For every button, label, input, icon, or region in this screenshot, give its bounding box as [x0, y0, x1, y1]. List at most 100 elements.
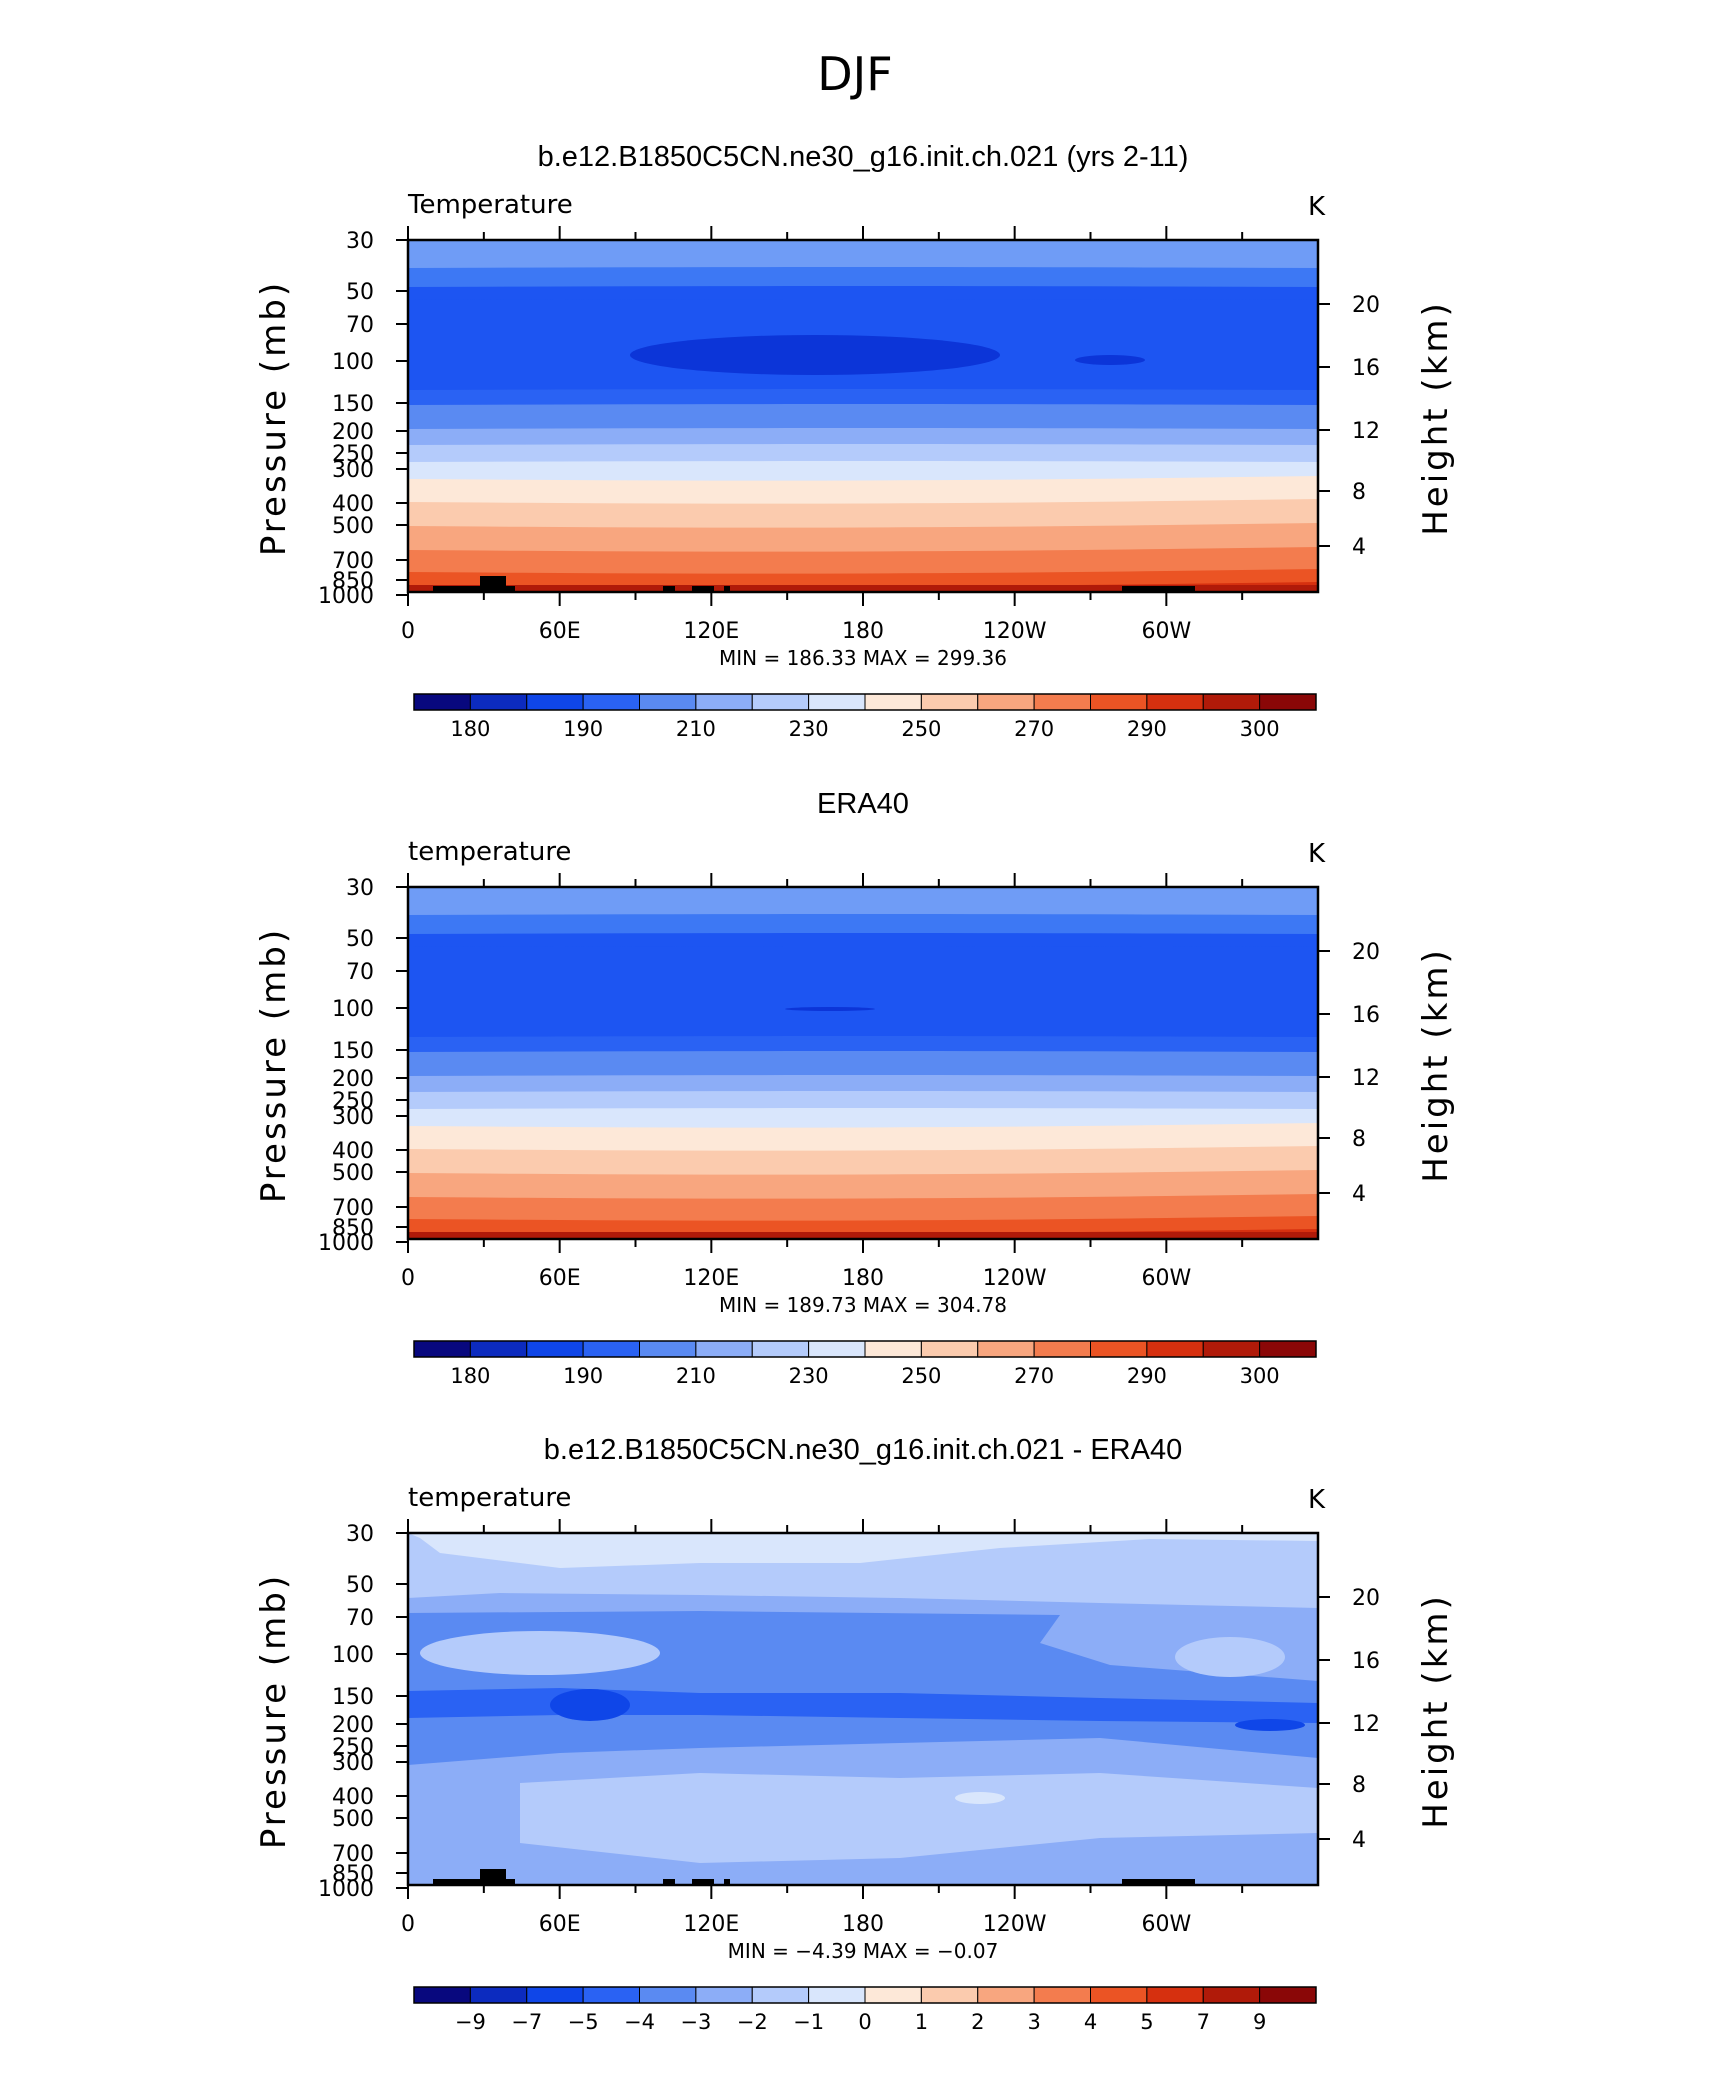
colorbar-label: 270 [1014, 717, 1054, 741]
x-tick-label: 120E [683, 1912, 739, 1937]
terrain-block [692, 1879, 714, 1885]
y-tick-label: 150 [332, 392, 374, 417]
y-tick-label: 400 [332, 1139, 374, 1164]
colorbar-swatch [526, 1340, 584, 1358]
colorbar-swatch [1090, 1986, 1148, 2004]
colorbar-label: −5 [568, 2010, 599, 2034]
minmax-label: MIN = 186.33 MAX = 299.36 [719, 646, 1007, 670]
contour-band [630, 335, 1000, 375]
y2-tick-label: 16 [1352, 1003, 1380, 1028]
y-tick-label: 300 [332, 1751, 374, 1776]
colorbar-swatch [1033, 1986, 1091, 2004]
colorbar-swatch [920, 1340, 979, 1358]
colorbar-swatch [1146, 693, 1204, 711]
x-tick-label: 180 [842, 619, 884, 644]
terrain-block [724, 1879, 730, 1885]
colorbar-swatch [695, 693, 753, 711]
colorbar-label: 190 [563, 1364, 603, 1388]
colorbar-frame [413, 1340, 1317, 1358]
colorbar-swatch [751, 1340, 810, 1358]
x-tick-label: 120W [983, 1912, 1047, 1937]
colorbar-label: 4 [1084, 2010, 1097, 2034]
colorbar-swatch [864, 1986, 922, 2004]
y2-tick-label: 20 [1352, 1586, 1380, 1611]
y2-tick-label: 20 [1352, 940, 1380, 965]
terrain-block [433, 586, 513, 592]
colorbar-swatch [1090, 693, 1148, 711]
colorbar-swatch [751, 693, 810, 711]
y-tick-label: 250 [332, 1735, 374, 1760]
colorbar-swatch [1033, 693, 1091, 711]
units-label: K [1308, 839, 1326, 869]
colorbar-swatch [977, 1340, 1035, 1358]
colorbar-label: 300 [1240, 717, 1280, 741]
terrain-block [663, 1879, 675, 1885]
page-title: DJF [817, 47, 892, 101]
contour-band [1175, 1637, 1285, 1677]
colorbar: −9 −7 −5 −4 −3 −2 −1 0 1 2 3 4 5 7 9 [413, 1986, 1317, 2034]
terrain-block [663, 586, 675, 592]
colorbar-label: −3 [680, 2010, 711, 2034]
colorbar-label: 7 [1197, 2010, 1210, 2034]
colorbar-swatch [808, 1986, 866, 2004]
contour-band [550, 1689, 630, 1721]
colorbar-label: 250 [901, 1364, 941, 1388]
y-axis-label: Pressure (mb) [254, 927, 294, 1203]
y2-tick-label: 16 [1352, 356, 1380, 381]
y2-tick-label: 4 [1352, 535, 1366, 560]
x-tick-label: 60E [539, 1266, 581, 1291]
colorbar-swatch [469, 693, 528, 711]
colorbar-swatch [582, 1986, 640, 2004]
colorbar-swatch [808, 693, 866, 711]
colorbar-swatch [1202, 1986, 1261, 2004]
y-tick-label: 200 [332, 1067, 374, 1092]
contour-band [408, 1688, 1318, 1723]
colorbar-swatch [920, 1986, 979, 2004]
terrain-block [433, 1879, 513, 1885]
contour-band [408, 585, 1318, 592]
x-tick-label: 120W [983, 619, 1047, 644]
x-tick-label: 60W [1141, 619, 1191, 644]
y-tick-label: 200 [332, 1713, 374, 1738]
contour-field [408, 240, 1318, 592]
terrain-block [480, 1869, 506, 1879]
colorbar-swatch [1033, 1340, 1091, 1358]
variable-label: temperature [408, 1483, 571, 1513]
y-tick-label: 150 [332, 1685, 374, 1710]
colorbar-frame [413, 1986, 1317, 2004]
colorbar-swatch [920, 693, 979, 711]
y2-tick-label: 20 [1352, 293, 1380, 318]
colorbar-swatch [808, 1340, 866, 1358]
y-tick-label: 30 [346, 876, 374, 901]
colorbar-swatch [1146, 1340, 1204, 1358]
colorbar-swatch [1259, 1986, 1317, 2004]
y-tick-label: 70 [346, 313, 374, 338]
x-tick-label: 60E [539, 1912, 581, 1937]
y-tick-label: 1000 [318, 584, 374, 609]
colorbar-swatch [977, 1986, 1035, 2004]
y2-tick-label: 12 [1352, 1712, 1380, 1737]
terrain-block [480, 1879, 515, 1885]
contour-band [520, 1773, 1318, 1863]
chart-panel-2: ERA40 temperature K 0 60E 120E 180 120W 60W 30 50 7… [254, 788, 1456, 1388]
y-tick-label: 50 [346, 927, 374, 952]
colorbar-swatch [526, 693, 584, 711]
colorbar-swatch [582, 1340, 640, 1358]
x-tick-label: 0 [401, 1912, 415, 1937]
y-tick-label: 100 [332, 997, 374, 1022]
colorbar-label: −9 [455, 2010, 486, 2034]
colorbar-label: 2 [971, 2010, 984, 2034]
y-tick-label: 400 [332, 1785, 374, 1810]
y-tick-label: 100 [332, 350, 374, 375]
colorbar-swatch [977, 693, 1035, 711]
units-label: K [1308, 1485, 1326, 1515]
colorbar-label: 300 [1240, 1364, 1280, 1388]
colorbar-label: 180 [450, 717, 490, 741]
terrain-block [724, 586, 730, 592]
y-tick-label: 850 [332, 1862, 374, 1887]
colorbar-label: 0 [858, 2010, 871, 2034]
contour-band [420, 1631, 660, 1675]
y-tick-label: 1000 [318, 1877, 374, 1902]
minmax-label: MIN = 189.73 MAX = 304.78 [719, 1293, 1007, 1317]
